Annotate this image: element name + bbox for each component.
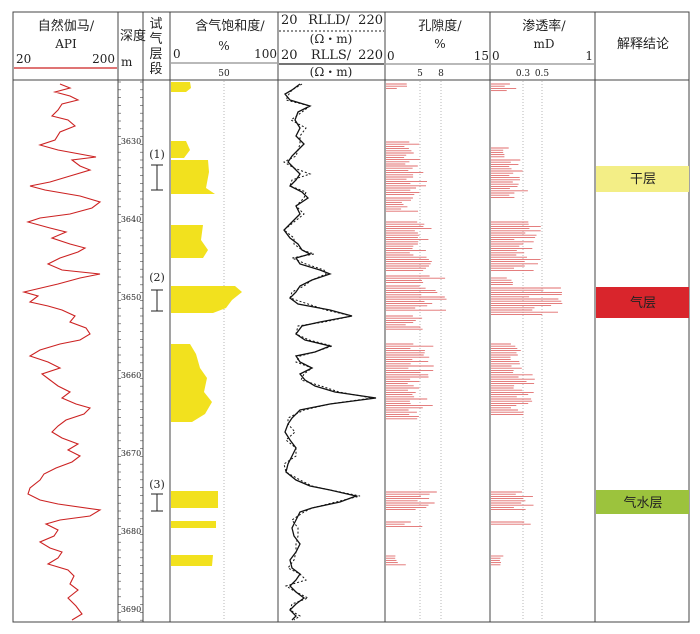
sg-max: 100 — [254, 47, 277, 61]
porosity-track — [386, 83, 447, 566]
conclusion-box-gas — [596, 287, 689, 318]
perm-unit: mD — [534, 37, 555, 51]
sg-title: 含气饱和度/ — [195, 18, 265, 34]
depth-tick-label: 3660 — [121, 371, 141, 380]
res-min-2: 20 — [281, 48, 298, 63]
gr-max: 200 — [92, 52, 115, 66]
gas-saturation-fill — [171, 141, 190, 158]
depth-tick-label: 3690 — [121, 605, 141, 614]
depth-title: 深度 — [120, 28, 146, 44]
depth-tick-label: 3630 — [121, 137, 141, 146]
conclusion-box-dry — [596, 166, 689, 192]
por-tick-8: 8 — [438, 69, 444, 79]
gas-saturation-fill — [171, 225, 208, 258]
gas-saturation-fill — [171, 555, 213, 566]
sg-tick-50: 50 — [218, 69, 230, 79]
por-max: 15 — [474, 49, 489, 63]
depth-unit: m — [121, 55, 133, 69]
res-max-1: 220 — [358, 13, 383, 28]
gr-min: 20 — [16, 52, 31, 66]
gas-saturation-fill — [171, 82, 191, 92]
track-gridlines — [223, 81, 543, 621]
res-rlls: RLLS/ — [311, 48, 352, 63]
gas-saturation-fill — [171, 491, 218, 508]
perm-max: 1 — [585, 49, 593, 63]
por-unit: % — [434, 37, 445, 51]
gas-saturation-track — [171, 82, 242, 566]
test-title-char: 气 — [149, 31, 162, 47]
test-title-char: 试 — [149, 17, 162, 32]
conclusion-track: 干层 气层 气水层 — [596, 166, 689, 514]
column-dividers — [117, 12, 596, 622]
test-interval-label: (2) — [149, 271, 165, 284]
gamma-ray-curve — [21, 83, 102, 621]
test-title-char: 层 — [149, 47, 162, 62]
gr-unit: API — [54, 37, 77, 51]
depth-tick-label: 3640 — [121, 215, 141, 224]
depth-tick-label: 3680 — [121, 527, 141, 536]
gamma-ray-track — [21, 83, 102, 621]
gas-saturation-fill — [171, 521, 216, 528]
log-frame — [12, 11, 690, 623]
depth-tick-label: 3650 — [121, 293, 141, 302]
res-max-2: 220 — [358, 48, 383, 63]
sg-min: 0 — [173, 47, 181, 61]
sg-unit: % — [218, 39, 229, 53]
gas-saturation-fill — [171, 160, 215, 194]
perm-tick-05: 0.5 — [535, 69, 550, 79]
test-interval-label: (1) — [149, 148, 165, 161]
test-interval-track: (1) (2) (3) — [149, 148, 165, 512]
resistivity-track — [282, 83, 377, 621]
conclusion-label-gas-water: 气水层 — [623, 495, 662, 511]
perm-min: 0 — [492, 49, 500, 63]
conclusion-label-dry: 干层 — [630, 172, 656, 187]
conc-title: 解释结论 — [617, 37, 669, 52]
gas-saturation-fill — [171, 344, 212, 422]
res-min-1: 20 — [281, 13, 298, 28]
depth-tick-label: 3670 — [121, 449, 141, 458]
res-rlld-unit: (Ω・m) — [310, 32, 353, 46]
gr-title: 自然伽马/ — [38, 18, 95, 34]
rlls-curve — [282, 83, 373, 621]
test-title-char: 段 — [149, 62, 162, 77]
perm-title: 渗透率/ — [522, 18, 566, 34]
rlld-curve — [283, 83, 377, 621]
gas-saturation-fill — [171, 286, 242, 313]
por-title: 孔隙度/ — [418, 18, 462, 34]
test-interval-label: (3) — [149, 478, 165, 491]
por-tick-5: 5 — [417, 69, 423, 79]
conclusion-box-gas-water — [596, 490, 689, 514]
permeability-track — [491, 83, 563, 566]
res-rlls-unit: (Ω・m) — [310, 65, 353, 79]
depth-track: 3630 3640 3650 3660 3670 3680 3690 — [118, 81, 143, 621]
perm-tick-03: 0.3 — [516, 69, 531, 79]
conclusion-label-gas: 气层 — [630, 295, 656, 311]
res-rlld: RLLD/ — [308, 13, 350, 28]
por-min: 0 — [387, 49, 395, 63]
